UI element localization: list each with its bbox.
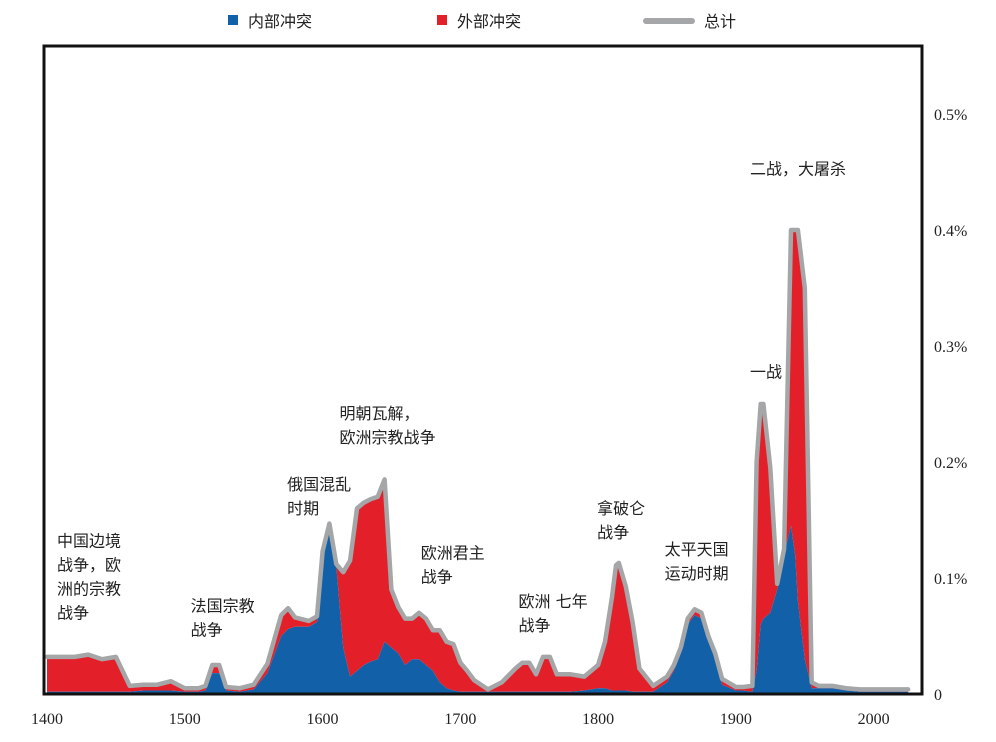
annotation-line: 运动时期 xyxy=(665,564,729,583)
annotation-line: 战争，欧 xyxy=(57,556,121,575)
legend-label: 总计 xyxy=(704,12,736,31)
annotation-line: 中国边境 xyxy=(57,532,121,551)
annotation-line: 战争 xyxy=(519,616,551,635)
annotation-line: 一战 xyxy=(750,362,782,381)
legend-item-2: 外部冲突 xyxy=(437,12,521,31)
y-tick-label: 0.1% xyxy=(934,571,967,588)
annotation-line: 欧洲 七年 xyxy=(519,592,588,611)
x-tick-label: 2000 xyxy=(858,711,890,728)
x-tick-label: 1400 xyxy=(31,711,63,728)
legend-item-1: 内部冲突 xyxy=(228,12,312,31)
x-tick-label: 1900 xyxy=(720,711,752,728)
y-axis: 0 0.1% 0.2% 0.3% 0.4% 0.5% xyxy=(934,107,967,704)
annotation-line: 明朝瓦解， xyxy=(339,404,419,423)
annotation-line: 战争 xyxy=(57,604,89,623)
y-tick-label: 0.3% xyxy=(934,339,967,356)
legend-item-3: 总计 xyxy=(643,12,736,31)
x-tick-label: 1500 xyxy=(169,711,201,728)
annotation-line: 战争 xyxy=(191,621,223,640)
annotation-line: 法国宗教 xyxy=(191,597,255,616)
legend-swatch xyxy=(228,15,238,25)
series-internal-area xyxy=(47,525,909,694)
y-tick-label: 0 xyxy=(934,687,942,704)
annotation-line: 二战，大屠杀 xyxy=(750,159,846,178)
annotation-line: 欧洲宗教战争 xyxy=(339,428,435,447)
legend-swatch xyxy=(437,15,447,25)
annotation-10: 二战，大屠杀 xyxy=(750,159,846,178)
x-tick-label: 1800 xyxy=(582,711,614,728)
annotation-line: 洲的宗教 xyxy=(57,580,121,599)
annotation-4: 明朝瓦解， 欧洲宗教战争 xyxy=(339,404,435,447)
annotation-line: 战争 xyxy=(421,567,453,586)
annotation-line: 欧洲君主 xyxy=(421,543,485,562)
plot-areas xyxy=(44,227,911,694)
plot-frame xyxy=(42,44,924,696)
y-tick-label: 0.5% xyxy=(934,107,967,124)
annotation-line: 战争 xyxy=(597,523,629,542)
y-tick-label: 0.2% xyxy=(934,455,967,472)
annotation-line: 时期 xyxy=(287,499,319,518)
annotation-line: 俄国混乱 xyxy=(287,475,351,494)
y-tick-label: 0.4% xyxy=(934,223,967,240)
legend-label: 内部冲突 xyxy=(248,12,312,31)
legend-label: 外部冲突 xyxy=(457,12,521,31)
x-axis: 1400 1500 1600 1700 1800 1900 2000 xyxy=(31,711,890,728)
annotation-line: 拿破仑 xyxy=(597,499,645,518)
annotation-9: 一战 xyxy=(750,362,782,381)
x-tick-label: 1600 xyxy=(307,711,339,728)
annotation-line: 太平天国 xyxy=(665,540,729,559)
legend: 内部冲突 外部冲突 总计 xyxy=(228,12,736,31)
series-total-line xyxy=(44,227,911,692)
x-tick-label: 1700 xyxy=(444,711,476,728)
